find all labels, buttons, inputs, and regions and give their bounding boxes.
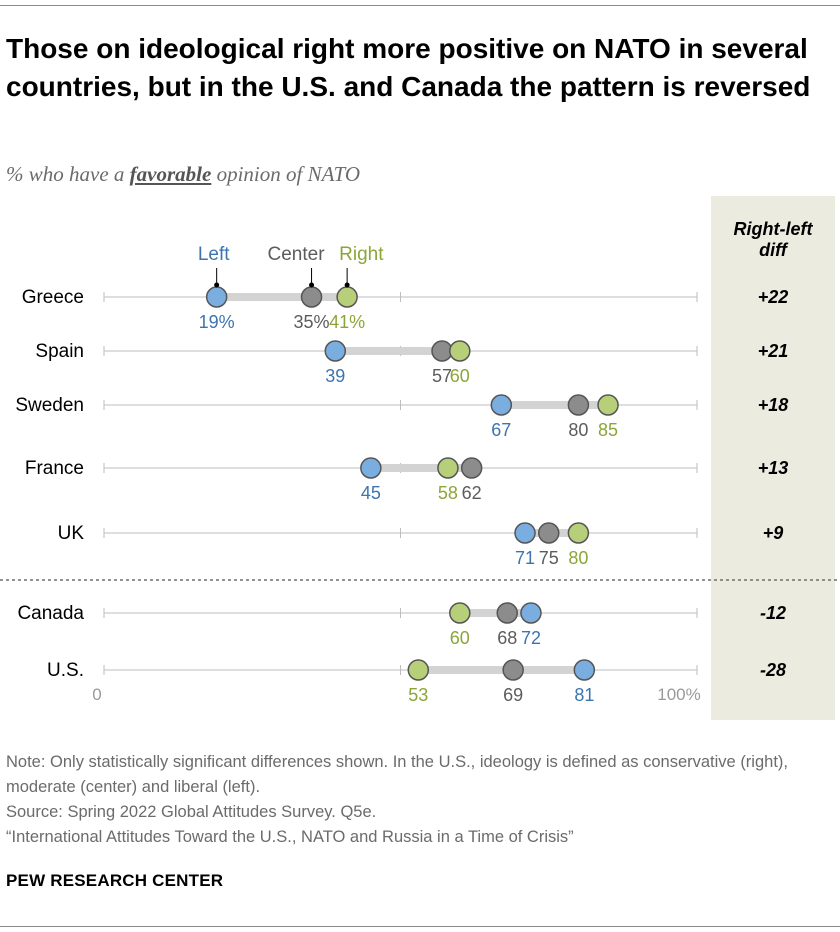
report-title: “International Attitudes Toward the U.S.… (6, 828, 574, 846)
value-label-right-greece: 41% (329, 312, 365, 332)
diff-value-greece: +22 (758, 287, 789, 307)
country-label-canada: Canada (17, 603, 84, 624)
dot-right-france (437, 457, 459, 479)
note-text: Note: Only statistically significant dif… (6, 753, 788, 796)
dot-left-us (573, 659, 596, 681)
dot-range-chart: Right-left diff 0 100% Greece 19% 35% 41% +22 Lef… (0, 196, 840, 720)
subtitle-emphasis: favorable (129, 162, 212, 186)
country-label-uk: UK (58, 523, 85, 544)
diff-value-sweden: +18 (758, 395, 789, 415)
dot-right-greece (336, 286, 358, 308)
value-label-center-us: 69 (503, 685, 523, 705)
subtitle-prefix: % who have a (6, 162, 130, 186)
dot-center-sweden (567, 394, 590, 416)
dot-right-sweden (597, 394, 619, 416)
pew-logo-text: PEW RESEARCH CENTER (6, 871, 224, 890)
value-label-left-spain: 39 (325, 366, 345, 386)
legend-leader-dot-center (309, 282, 315, 288)
value-label-left-greece: 19% (199, 312, 235, 332)
diff-panel-background (711, 196, 835, 720)
legend-leader-dot-right (344, 282, 350, 288)
value-label-right-uk: 80 (568, 548, 588, 568)
diff-value-us: -28 (760, 660, 786, 680)
axis-label-min: 0 (92, 685, 101, 704)
legend-label-center: Center (268, 244, 326, 265)
dot-center-uk (538, 522, 560, 544)
top-rule (0, 5, 840, 6)
value-label-left-france: 45 (361, 483, 381, 503)
dot-left-sweden (490, 394, 513, 416)
value-label-left-us: 81 (574, 685, 594, 705)
value-label-right-canada: 60 (450, 628, 470, 648)
diff-header: Right-left diff (734, 219, 814, 260)
dot-left-uk (514, 522, 536, 544)
diff-value-france: +13 (758, 458, 789, 478)
subtitle-suffix: opinion of NATO (211, 162, 361, 186)
value-label-left-canada: 72 (521, 628, 541, 648)
value-label-right-sweden: 85 (598, 420, 618, 440)
dot-center-france (460, 457, 483, 479)
source-text: Source: Spring 2022 Global Attitudes Sur… (6, 803, 377, 821)
value-label-center-france: 62 (462, 483, 482, 503)
country-label-france: France (25, 458, 84, 479)
diff-value-uk: +9 (763, 523, 784, 543)
diff-value-canada: -12 (760, 603, 786, 623)
legend-leader-dot-left (214, 282, 220, 288)
chart-subtitle: % who have a favorable opinion of NATO (6, 162, 360, 187)
dot-left-spain (324, 340, 347, 362)
value-label-center-uk: 75 (539, 548, 559, 568)
country-label-greece: Greece (22, 287, 84, 308)
dot-center-us (502, 659, 524, 681)
value-label-right-us: 53 (408, 685, 428, 705)
dot-right-us (407, 659, 430, 681)
value-label-center-greece: 35% (294, 312, 330, 332)
value-label-center-spain: 57 (432, 366, 452, 386)
diff-value-spain: +21 (758, 341, 789, 361)
legend-label-right: Right (339, 244, 384, 265)
axis-label-max: 100% (657, 685, 700, 704)
country-label-us: U.S. (47, 660, 84, 681)
dot-center-spain (431, 340, 453, 362)
legend-label-left: Left (198, 244, 230, 265)
value-label-left-uk: 71 (515, 548, 535, 568)
bottom-rule (0, 926, 840, 927)
value-label-center-canada: 68 (497, 628, 517, 648)
value-label-center-sweden: 80 (568, 420, 588, 440)
chart-notes: Note: Only statistically significant dif… (6, 750, 826, 850)
value-label-right-france: 58 (438, 483, 458, 503)
dot-right-uk (567, 522, 590, 544)
chart-title: Those on ideological right more positive… (6, 33, 811, 102)
value-label-right-spain: 60 (450, 366, 470, 386)
value-label-left-sweden: 67 (491, 420, 511, 440)
country-label-sweden: Sweden (15, 395, 84, 416)
dot-left-greece (205, 286, 228, 308)
dot-center-greece (300, 286, 323, 308)
dot-left-canada (520, 602, 542, 624)
dot-right-spain (449, 340, 471, 362)
country-label-spain: Spain (35, 341, 84, 362)
dot-center-canada (496, 602, 518, 624)
dot-right-canada (449, 602, 471, 624)
dot-left-france (360, 457, 382, 479)
